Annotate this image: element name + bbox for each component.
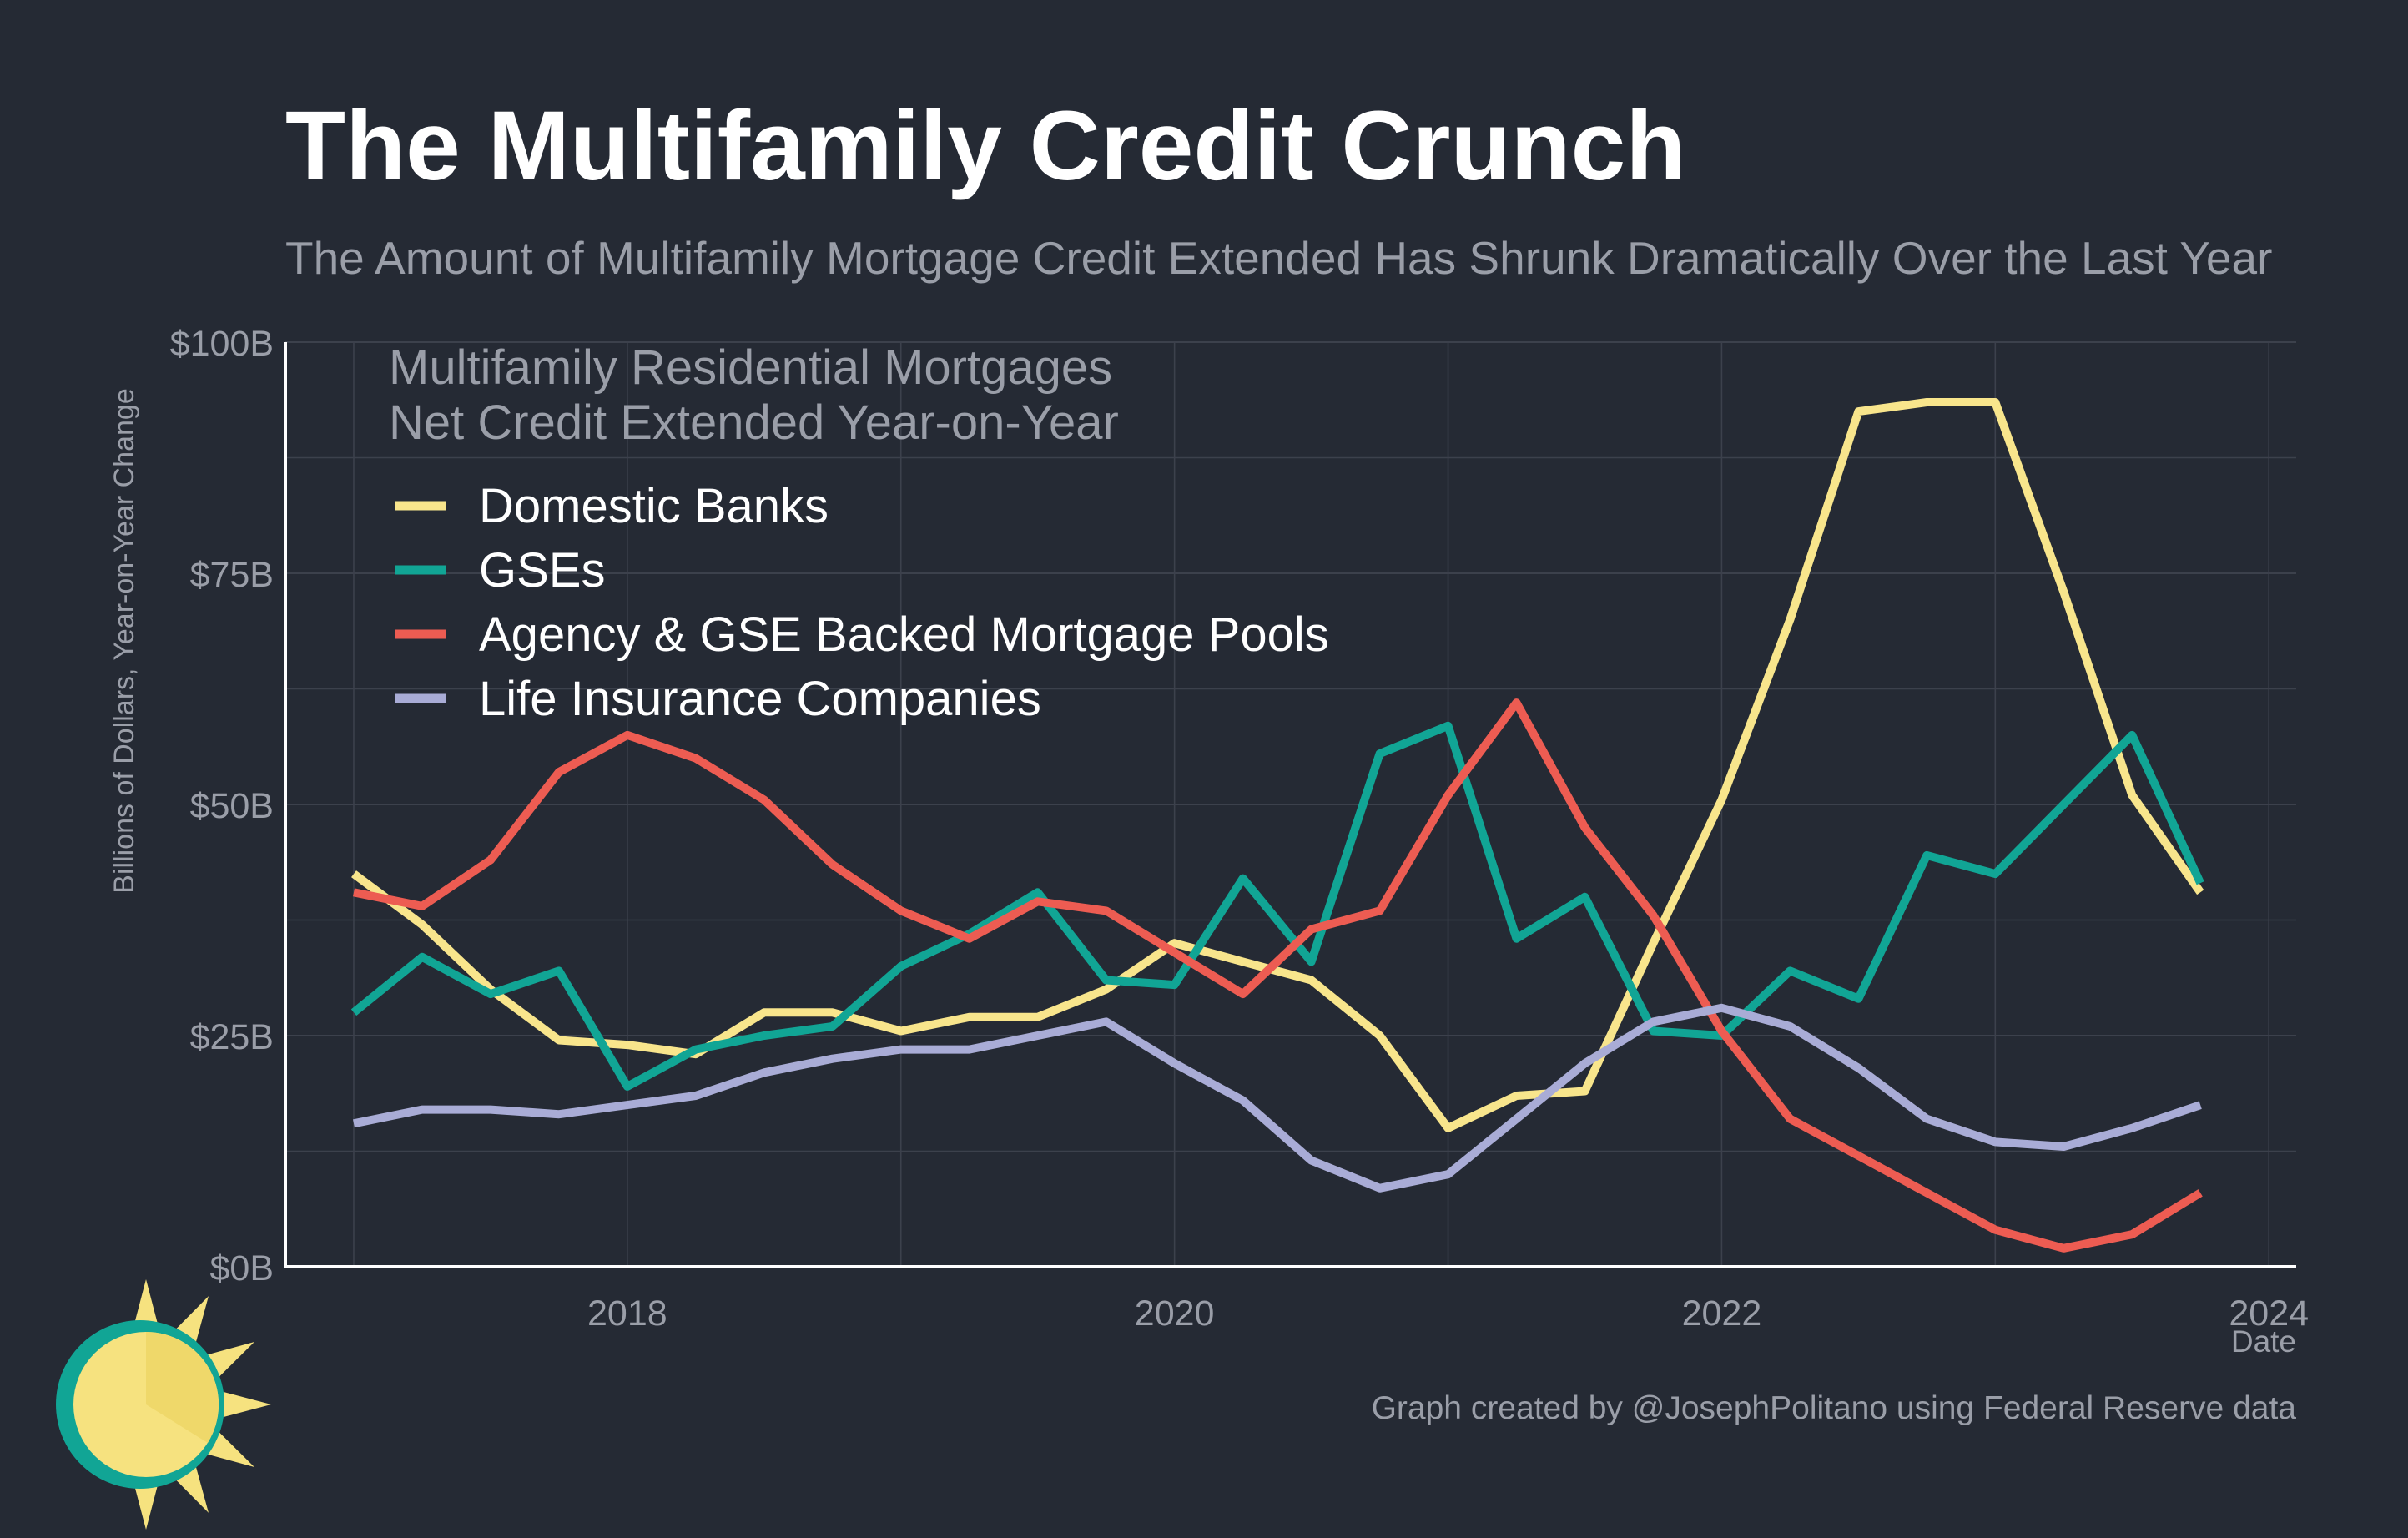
legend-title-line-2: Net Credit Extended Year-on-Year — [389, 396, 1119, 450]
sun-ray-icon — [221, 1391, 271, 1418]
y-tick-label: $50B — [190, 786, 274, 826]
series-line-agency-gse-backed-mortgage-pools — [353, 698, 2203, 1253]
x-tick-label: 2020 — [1135, 1293, 1215, 1334]
legend: Multifamily Residential Mortgages Net Cr… — [389, 340, 1329, 726]
y-tick-label: $0B — [209, 1248, 274, 1288]
sun-rays-icon — [133, 1279, 271, 1530]
axes — [284, 342, 2296, 1268]
sun-ray-icon — [204, 1342, 254, 1379]
series-lines — [350, 398, 2204, 1253]
grid — [285, 341, 2296, 1267]
y-tick-label: $100B — [170, 324, 274, 364]
x-tick-label: 2024 — [2229, 1293, 2309, 1334]
legend-label: Agency & GSE Backed Mortgage Pools — [479, 608, 1329, 662]
y-tick-label: $25B — [190, 1017, 274, 1057]
legend-label: Life Insurance Companies — [479, 672, 1041, 726]
legend-label: GSEs — [479, 543, 606, 598]
sun-ray-icon — [133, 1480, 159, 1530]
tick-labels: $0B $25B $50B $75B $100B 2018 2020 2022 2024 — [170, 324, 2309, 1334]
y-axis-title: Billions of Dollars, Year-on-Year Change — [108, 388, 140, 893]
series-line-life-insurance-companies — [353, 1003, 2202, 1193]
y-tick-label: $75B — [190, 555, 274, 595]
sun-ray-icon — [204, 1430, 254, 1467]
caption: Graph created by @JosephPolitano using F… — [1372, 1390, 2297, 1426]
chart-subtitle: The Amount of Multifamily Mortgage Credi… — [285, 232, 2272, 284]
series-line-gses — [350, 721, 2204, 1091]
series-line-domestic-banks — [351, 398, 2204, 1132]
legend-items: Domestic Banks GSEs Agency & GSE Backed Mo… — [395, 479, 1329, 726]
chart-title: The Multifamily Credit Crunch — [285, 91, 1685, 201]
x-axis-title: Date — [2231, 1324, 2296, 1359]
sun-logo-icon — [56, 1279, 271, 1530]
legend-label: Domestic Banks — [479, 479, 829, 533]
x-tick-label: 2018 — [587, 1293, 667, 1334]
legend-title-line-1: Multifamily Residential Mortgages — [389, 340, 1112, 395]
sun-shade-icon — [146, 1331, 219, 1443]
sun-ray-icon — [133, 1279, 159, 1329]
x-tick-label: 2022 — [1682, 1293, 1762, 1334]
